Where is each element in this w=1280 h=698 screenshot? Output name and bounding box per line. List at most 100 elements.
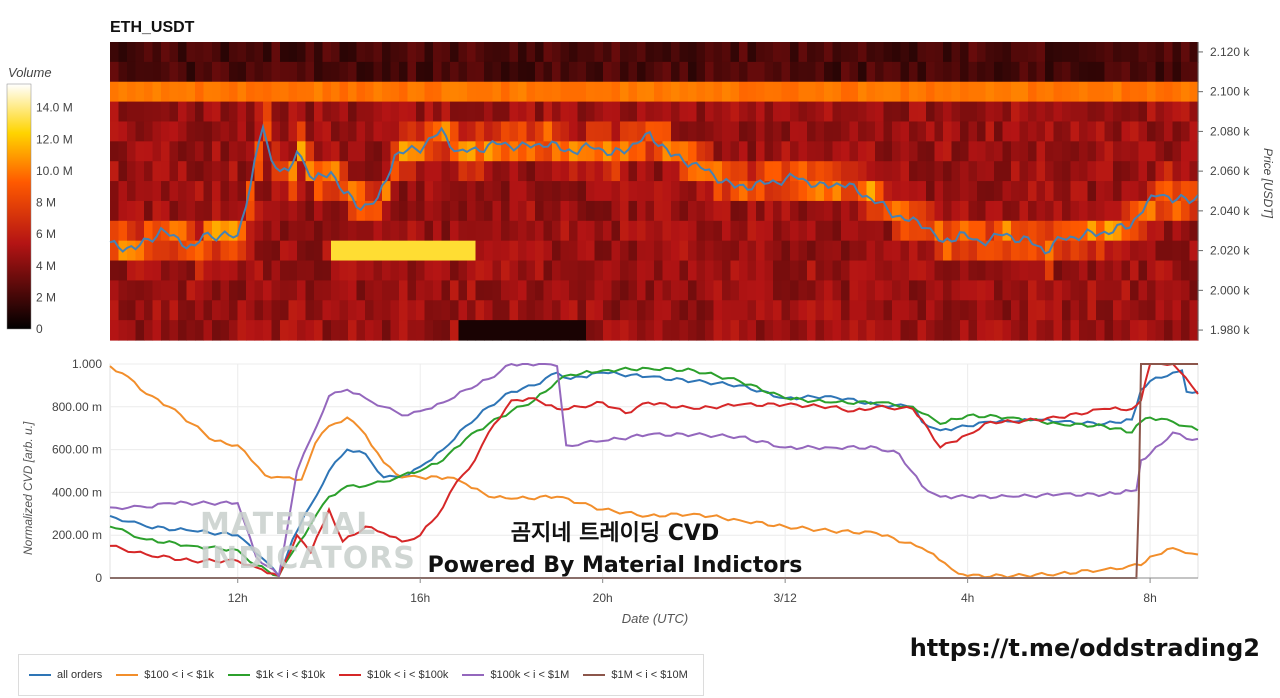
heatmap-cell-867 [594, 280, 604, 301]
legend-item-2[interactable]: $1k < i < $10k [227, 669, 325, 681]
heatmap-cell-1556 [985, 260, 995, 281]
cvd-xtick-label-1: 16h [410, 591, 430, 605]
heatmap-cell-1538 [977, 200, 987, 222]
heatmap-cell-1136 [747, 260, 757, 281]
heatmap-cell-476 [373, 260, 383, 281]
heatmap-cell-415 [339, 240, 349, 262]
heatmap-cell-334 [297, 121, 307, 142]
heatmap-cell-1726 [1087, 61, 1097, 83]
heatmap-cell-1853 [1155, 200, 1165, 222]
heatmap-cell-1263 [824, 101, 834, 123]
heatmap-cell-1094 [722, 320, 732, 341]
heatmap-cell-865 [594, 240, 604, 262]
heatmap-cell-1664 [1045, 320, 1055, 341]
heatmap-cell-267 [254, 280, 264, 301]
legend-item-4[interactable]: $100k < i < $1M [462, 669, 569, 681]
legend-item-1[interactable]: $100 < i < $1k [116, 669, 214, 681]
heatmap-cell-629 [458, 320, 468, 341]
heatmap-cell-1840 [1147, 240, 1157, 262]
heatmap-cell-531 [407, 161, 417, 182]
legend-item-0[interactable]: all orders [29, 669, 102, 681]
heatmap-cell-1843 [1147, 300, 1157, 321]
heatmap-cell-728 [518, 200, 528, 222]
heatmap-cell-485 [382, 141, 392, 162]
heatmap-cell-1079 [713, 320, 723, 341]
heatmap-cell-697 [501, 181, 511, 202]
heatmap-cell-1643 [1036, 200, 1046, 222]
heatmap-cell-1816 [1138, 61, 1148, 83]
heatmap-cell-1107 [730, 280, 740, 301]
heatmap-cell-1697 [1070, 81, 1080, 103]
heatmap-cell-215 [229, 141, 239, 162]
heatmap-cell-1842 [1147, 280, 1157, 301]
heatmap-cell-1527 [968, 280, 978, 301]
heatmap-cell-1812 [1130, 280, 1140, 301]
heatmap-cell-609 [450, 220, 460, 242]
heatmap-cell-320 [288, 141, 298, 162]
heatmap-cell-997 [671, 181, 681, 202]
heatmap-cell-370 [314, 240, 324, 262]
heatmap-cell-78 [152, 101, 162, 123]
heatmap-cell-493 [382, 300, 392, 321]
legend-item-3[interactable]: $10k < i < $100k [339, 669, 448, 681]
cvd-xtick-label-4: 4h [961, 591, 974, 605]
heatmap-cell-1386 [892, 161, 902, 182]
heatmap-cell-1883 [1172, 200, 1182, 222]
heatmap-cell-155 [195, 141, 205, 162]
heatmap-cell-234 [237, 220, 247, 242]
heatmap-cell-393 [331, 101, 341, 123]
heatmap-cell-584 [433, 320, 443, 341]
heatmap-cell-990 [671, 42, 681, 63]
heatmap-cell-192 [212, 280, 222, 301]
heatmap-cell-1745 [1096, 141, 1106, 162]
heatmap-cell-1433 [917, 200, 927, 222]
heatmap-cell-1381 [892, 61, 902, 83]
telegram-link[interactable]: https://t.me/oddstrading2 [909, 634, 1260, 662]
heatmap-cell-255 [254, 42, 264, 63]
heatmap-cell-693 [501, 101, 511, 123]
heatmap-cell-1511 [960, 260, 970, 281]
heatmap-cell-515 [399, 141, 409, 162]
heatmap-cell-963 [654, 101, 664, 123]
heatmap-cell-479 [373, 320, 383, 341]
heatmap-cell-1270 [824, 240, 834, 262]
heatmap-cell-1428 [917, 101, 927, 123]
heatmap-cell-10 [110, 240, 120, 262]
heatmap-cell-1426 [917, 61, 927, 83]
heatmap-cell-588 [441, 101, 451, 123]
heatmap-cell-20 [118, 141, 128, 162]
heatmap-cell-835 [577, 240, 587, 262]
heatmap-cell-409 [339, 121, 349, 142]
heatmap-cell-76 [152, 61, 162, 83]
heatmap-cell-275 [263, 141, 273, 162]
heatmap-cell-1564 [994, 121, 1004, 142]
heatmap-cell-387 [322, 280, 332, 301]
heatmap-cell-509 [390, 320, 400, 341]
heatmap-cell-1784 [1113, 320, 1123, 341]
heatmap-cell-901 [620, 61, 630, 83]
heatmap-cell-162 [195, 280, 205, 301]
heatmap-cell-1833 [1147, 101, 1157, 123]
heatmap-cell-230 [237, 141, 247, 162]
heatmap-cell-1766 [1104, 260, 1114, 281]
heatmap-cell-1541 [977, 260, 987, 281]
heatmap-cell-429 [348, 220, 358, 242]
heatmap-cell-460 [365, 240, 375, 262]
heatmap-cell-1735 [1087, 240, 1097, 262]
heatmap-cell-1507 [960, 181, 970, 202]
heatmap-cell-134 [178, 320, 188, 341]
colorbar-tick-2: 4 M [36, 259, 56, 273]
heatmap-cell-1203 [790, 101, 800, 123]
heatmap-cell-1188 [781, 101, 791, 123]
heatmap-cell-1066 [713, 61, 723, 83]
heatmap-cell-379 [322, 121, 332, 142]
legend-swatch-4 [462, 674, 485, 676]
heatmap-cell-1601 [1011, 260, 1021, 281]
heatmap-cell-1390 [892, 240, 902, 262]
heatmap-cell-338 [297, 200, 307, 222]
heatmap-cell-1654 [1045, 121, 1055, 142]
heatmap-cell-1497 [951, 280, 961, 301]
heatmap-cell-81 [152, 161, 162, 182]
legend-item-5[interactable]: $1M < i < $10M [583, 669, 688, 681]
